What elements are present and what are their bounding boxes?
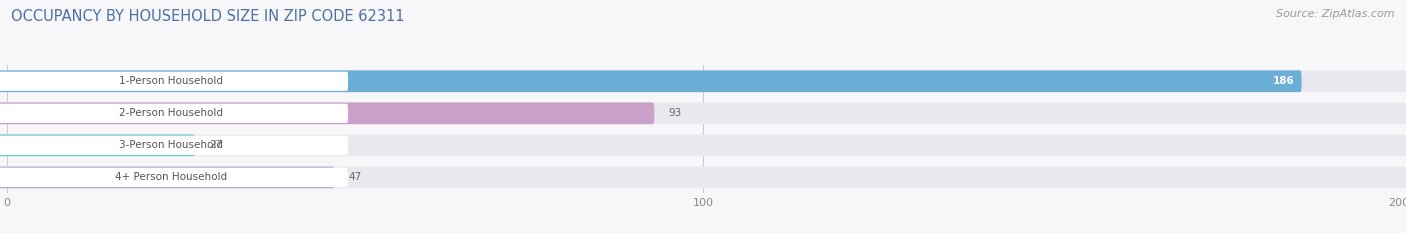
FancyBboxPatch shape — [0, 72, 349, 91]
Text: 47: 47 — [349, 172, 361, 182]
FancyBboxPatch shape — [0, 70, 1302, 92]
Text: 3-Person Household: 3-Person Household — [118, 140, 222, 150]
FancyBboxPatch shape — [0, 103, 1406, 124]
Text: 186: 186 — [1272, 76, 1295, 86]
Text: 2-Person Household: 2-Person Household — [118, 108, 222, 118]
FancyBboxPatch shape — [0, 136, 349, 155]
FancyBboxPatch shape — [0, 104, 349, 123]
Text: OCCUPANCY BY HOUSEHOLD SIZE IN ZIP CODE 62311: OCCUPANCY BY HOUSEHOLD SIZE IN ZIP CODE … — [11, 9, 405, 24]
Text: 27: 27 — [209, 140, 222, 150]
Text: 93: 93 — [668, 108, 682, 118]
FancyBboxPatch shape — [0, 103, 654, 124]
FancyBboxPatch shape — [0, 70, 1406, 92]
FancyBboxPatch shape — [0, 166, 335, 188]
FancyBboxPatch shape — [0, 134, 1406, 156]
Text: Source: ZipAtlas.com: Source: ZipAtlas.com — [1277, 9, 1395, 19]
Text: 1-Person Household: 1-Person Household — [118, 76, 222, 86]
FancyBboxPatch shape — [0, 134, 195, 156]
FancyBboxPatch shape — [0, 166, 1406, 188]
FancyBboxPatch shape — [0, 168, 349, 187]
Text: 4+ Person Household: 4+ Person Household — [114, 172, 226, 182]
